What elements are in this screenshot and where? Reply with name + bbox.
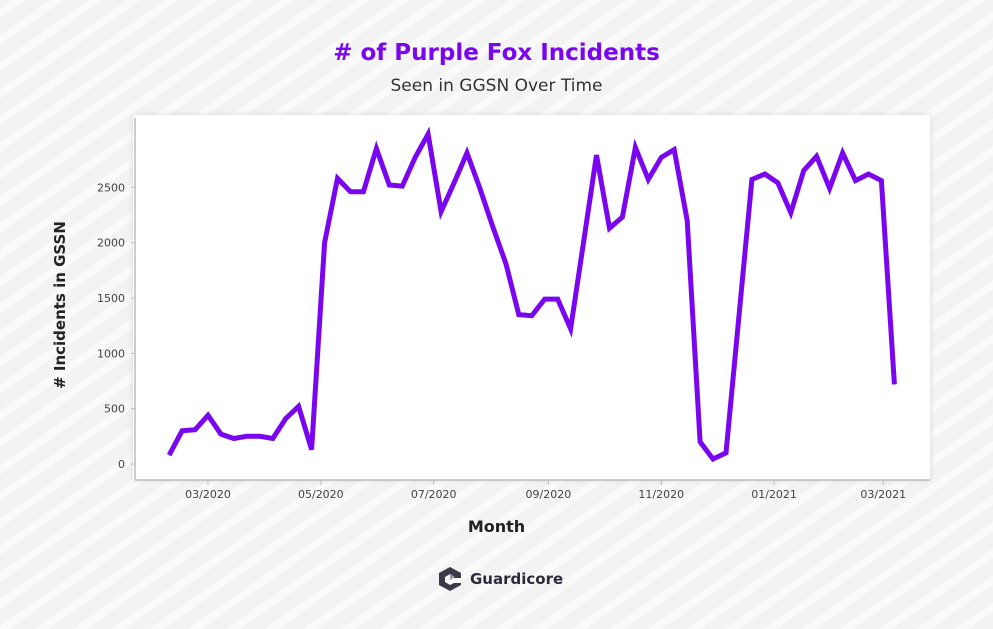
x-tick-label: 11/2020 [638, 488, 684, 501]
data-point [168, 454, 170, 456]
data-point [621, 216, 623, 218]
data-point [777, 182, 779, 184]
data-point [285, 418, 287, 420]
x-tick-label: 09/2020 [526, 488, 572, 501]
data-point [583, 242, 585, 244]
data-point [673, 149, 675, 151]
data-point [803, 170, 805, 172]
data-point [712, 458, 714, 460]
y-axis-label: # Incidents in GSSN [51, 221, 69, 389]
data-point [194, 429, 196, 431]
data-point [842, 152, 844, 154]
data-point [557, 298, 559, 300]
chart-subtitle: Seen in GGSN Over Time [390, 76, 603, 96]
data-point [686, 219, 688, 221]
x-tick-label: 01/2021 [751, 488, 797, 501]
data-point [324, 242, 326, 244]
data-point [570, 328, 572, 330]
data-point [362, 191, 364, 193]
data-point [829, 187, 831, 189]
data-point [427, 133, 429, 135]
data-point [311, 449, 313, 451]
data-point [492, 226, 494, 228]
x-axis-label: Month [467, 517, 526, 536]
data-point [414, 156, 416, 158]
data-point [596, 154, 597, 156]
data-point [337, 177, 338, 179]
data-point [401, 185, 403, 187]
data-point [751, 179, 753, 181]
data-point [816, 155, 818, 157]
y-tick-label: 2000 [97, 237, 125, 250]
data-point [855, 180, 856, 182]
data-point [790, 212, 792, 214]
data-point [453, 182, 455, 184]
data-point [544, 298, 546, 300]
y-tick-label: 1500 [97, 292, 125, 305]
data-point [647, 179, 649, 181]
data-point [608, 227, 610, 229]
y-tick-label: 0 [118, 458, 125, 471]
data-point [725, 452, 727, 454]
x-tick-label: 03/2020 [185, 488, 231, 501]
data-point [660, 156, 662, 158]
data-point [440, 211, 442, 213]
y-tick-label: 1000 [97, 347, 125, 360]
plot-area [133, 115, 930, 480]
x-tick-label: 07/2020 [411, 488, 457, 501]
data-point [375, 148, 377, 150]
guardicore-logo-icon [439, 567, 461, 591]
data-point [479, 187, 481, 189]
data-point [880, 180, 882, 182]
data-point [518, 314, 520, 316]
data-point [246, 435, 248, 437]
data-point [893, 383, 895, 385]
chart-title: # of Purple Fox Incidents [333, 40, 660, 66]
data-point [634, 146, 636, 148]
data-point [388, 184, 390, 186]
data-point [220, 433, 222, 435]
guardicore-logo: Guardicore [438, 566, 563, 592]
data-point [207, 414, 209, 416]
data-point [531, 315, 533, 317]
data-point [272, 438, 274, 440]
y-tick-label: 500 [104, 403, 125, 416]
y-tick-label: 2500 [97, 181, 125, 194]
data-point [259, 435, 261, 437]
data-point [298, 405, 300, 407]
guardicore-logo-text: Guardicore [470, 570, 564, 588]
data-point [466, 152, 468, 154]
x-tick-label: 05/2020 [298, 488, 344, 501]
data-point [349, 191, 351, 193]
data-point [867, 173, 869, 175]
data-point [181, 430, 183, 432]
data-point [738, 315, 740, 317]
data-point [233, 438, 235, 440]
incidents-series-line [166, 126, 897, 463]
data-point [764, 173, 766, 175]
data-point [699, 441, 701, 443]
data-point [505, 263, 507, 265]
x-tick-label: 03/2021 [860, 488, 906, 501]
